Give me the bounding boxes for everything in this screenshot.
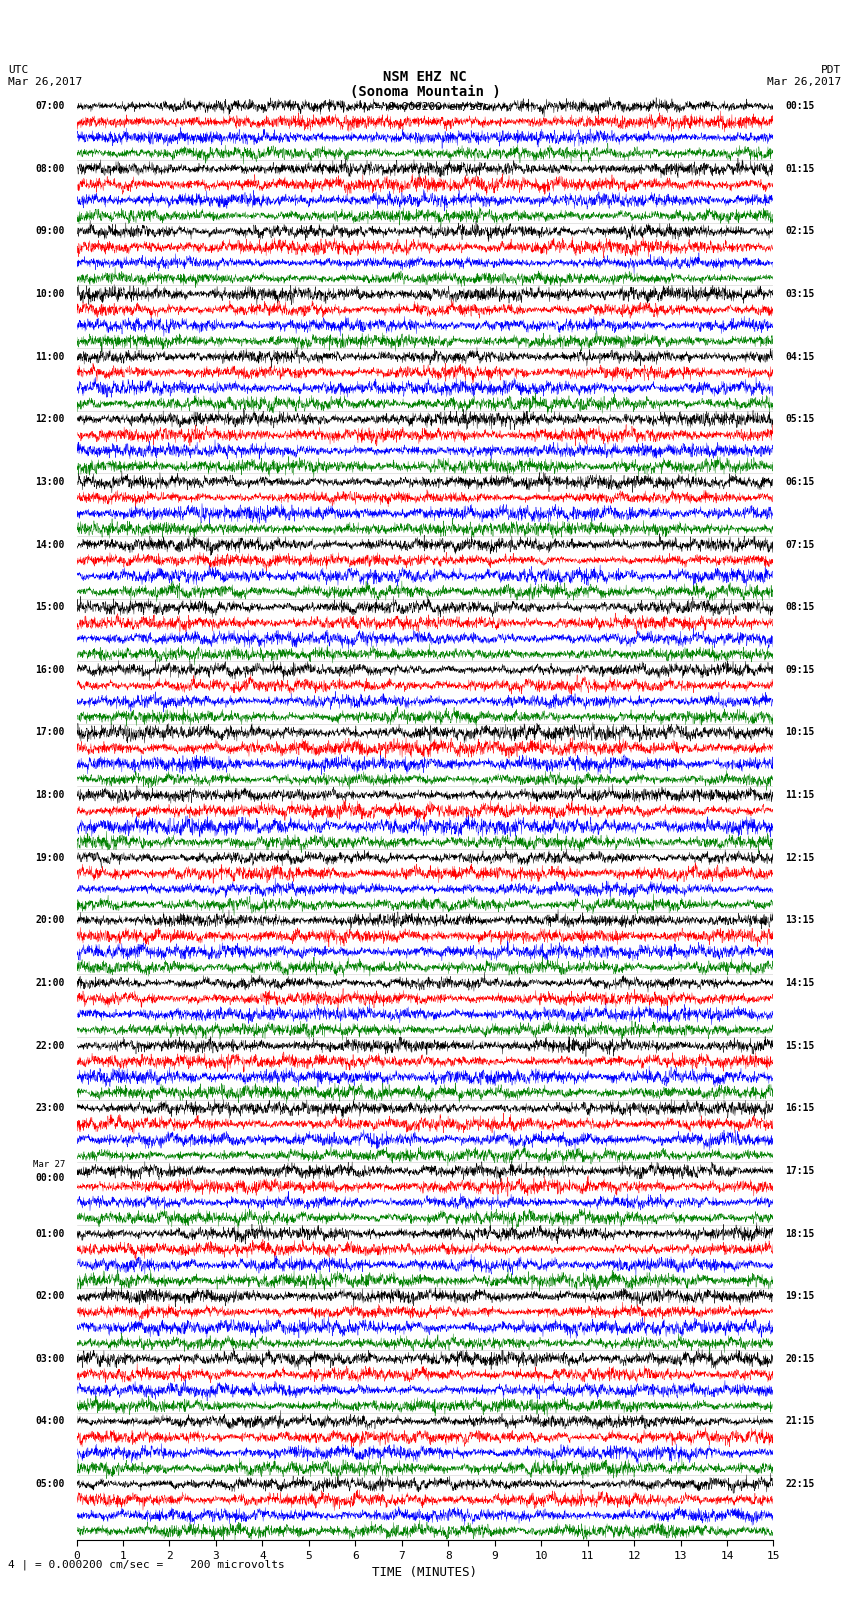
- Text: 04:00: 04:00: [36, 1416, 65, 1426]
- Text: 02:15: 02:15: [785, 226, 814, 237]
- Text: 09:00: 09:00: [36, 226, 65, 237]
- Text: 17:00: 17:00: [36, 727, 65, 737]
- Text: | = 0.000200 cm/sec: | = 0.000200 cm/sec: [361, 102, 489, 111]
- Text: 02:00: 02:00: [36, 1290, 65, 1302]
- Text: 20:15: 20:15: [785, 1353, 814, 1363]
- Text: 4 | = 0.000200 cm/sec =    200 microvolts: 4 | = 0.000200 cm/sec = 200 microvolts: [8, 1560, 286, 1569]
- Text: 03:15: 03:15: [785, 289, 814, 298]
- Text: 13:15: 13:15: [785, 915, 814, 926]
- Text: 07:00: 07:00: [36, 102, 65, 111]
- Text: 08:15: 08:15: [785, 602, 814, 613]
- Text: 21:15: 21:15: [785, 1416, 814, 1426]
- Text: 10:15: 10:15: [785, 727, 814, 737]
- Text: 09:15: 09:15: [785, 665, 814, 674]
- Text: 19:15: 19:15: [785, 1290, 814, 1302]
- Text: 13:00: 13:00: [36, 477, 65, 487]
- Text: 05:15: 05:15: [785, 415, 814, 424]
- Text: Mar 26,2017: Mar 26,2017: [8, 77, 82, 87]
- Text: 21:00: 21:00: [36, 977, 65, 989]
- Text: (Sonoma Mountain ): (Sonoma Mountain ): [349, 85, 501, 98]
- Text: 16:00: 16:00: [36, 665, 65, 674]
- Text: 01:00: 01:00: [36, 1229, 65, 1239]
- Text: 14:00: 14:00: [36, 540, 65, 550]
- Text: NSM EHZ NC: NSM EHZ NC: [383, 71, 467, 84]
- Text: Mar 26,2017: Mar 26,2017: [768, 77, 842, 87]
- Text: 23:00: 23:00: [36, 1103, 65, 1113]
- Text: 12:00: 12:00: [36, 415, 65, 424]
- Text: 12:15: 12:15: [785, 853, 814, 863]
- Text: 07:15: 07:15: [785, 540, 814, 550]
- Text: 06:15: 06:15: [785, 477, 814, 487]
- Text: 15:15: 15:15: [785, 1040, 814, 1050]
- Text: PDT: PDT: [821, 65, 842, 74]
- Text: 18:00: 18:00: [36, 790, 65, 800]
- Text: 11:15: 11:15: [785, 790, 814, 800]
- Text: 05:00: 05:00: [36, 1479, 65, 1489]
- Text: 16:15: 16:15: [785, 1103, 814, 1113]
- Text: 08:00: 08:00: [36, 165, 65, 174]
- Text: 19:00: 19:00: [36, 853, 65, 863]
- Text: 10:00: 10:00: [36, 289, 65, 298]
- Text: 22:15: 22:15: [785, 1479, 814, 1489]
- Text: 22:00: 22:00: [36, 1040, 65, 1050]
- Text: 00:15: 00:15: [785, 102, 814, 111]
- Text: 20:00: 20:00: [36, 915, 65, 926]
- Text: 15:00: 15:00: [36, 602, 65, 613]
- Text: 01:15: 01:15: [785, 165, 814, 174]
- Text: 18:15: 18:15: [785, 1229, 814, 1239]
- Text: UTC: UTC: [8, 65, 29, 74]
- Text: 00:00: 00:00: [36, 1173, 65, 1184]
- X-axis label: TIME (MINUTES): TIME (MINUTES): [372, 1566, 478, 1579]
- Text: Mar 27: Mar 27: [32, 1160, 65, 1168]
- Text: 11:00: 11:00: [36, 352, 65, 361]
- Text: 17:15: 17:15: [785, 1166, 814, 1176]
- Text: 04:15: 04:15: [785, 352, 814, 361]
- Text: 14:15: 14:15: [785, 977, 814, 989]
- Text: 03:00: 03:00: [36, 1353, 65, 1363]
